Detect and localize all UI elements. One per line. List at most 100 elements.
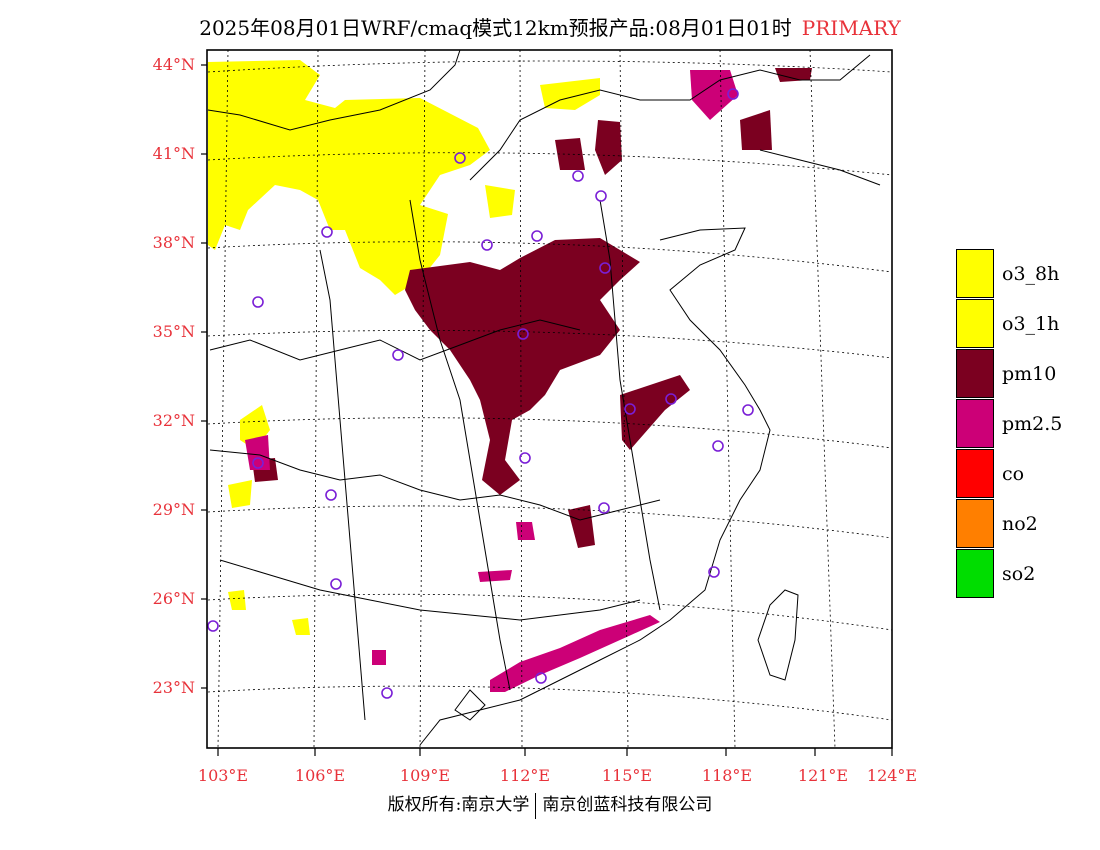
pm25-regions [245,70,738,692]
legend-swatch [956,249,994,298]
lat-23 [207,685,893,721]
legend-swatch [956,549,994,598]
legend-label: o3_1h [1002,313,1060,335]
lat-label: 41°N [152,144,195,163]
lon-label: 121°E [797,766,849,785]
copyright-right: 南京创蓝科技有限公司 [542,795,713,815]
city-marker [572,170,584,182]
lon-label: 118°E [701,766,753,785]
pm25-region-s4 [372,650,386,665]
legend-label: pm10 [1002,363,1057,385]
lon-121 [809,49,836,749]
city-marker [595,190,607,202]
primary-tag: PRIMARY [801,16,901,40]
lon-label: 103°E [197,766,249,785]
o3-region-south [292,618,310,635]
map-frame [206,49,893,749]
city-marker [624,403,636,415]
city-marker [321,226,333,238]
lat-26 [207,593,893,631]
lat-label: 44°N [152,55,195,74]
lon-112 [519,49,523,749]
legend-swatch [956,449,994,498]
axis-ticks [201,64,893,756]
city-marker [727,88,739,100]
city-marker [381,687,393,699]
pm25-region-west [245,435,270,470]
lat-label: 35°N [152,322,195,341]
border-ne [469,54,871,181]
map-title: 2025年08月01日WRF/cmaq模式12km预报产品:08月01日01时 P… [0,12,1100,41]
legend-label: so2 [1002,563,1036,585]
city-marker [742,404,754,416]
copyright: 版权所有:南京大学 南京创蓝科技有限公司 [0,790,1100,819]
o3-region-north [208,60,490,295]
city-marker [708,566,720,578]
border-korea [759,149,881,186]
city-marker [535,672,547,684]
city-marker [598,502,610,514]
province-line-3 [219,559,641,621]
city-marker [454,152,466,164]
pm25-region-ne [690,70,738,120]
city-marker [517,328,529,340]
o3-regions [208,60,600,635]
lon-106 [313,49,319,749]
border-north [207,49,461,131]
city-marker [325,489,337,501]
lat-label: 38°N [152,233,195,252]
lat-29 [207,505,893,539]
city-marker [665,393,677,405]
title-text: 2025年08月01日WRF/cmaq模式12km预报产品:08月01日01时 [199,16,792,40]
pm10-region-north [595,120,622,175]
o3-region-center [485,185,515,218]
city-marker [481,239,493,251]
province-line-6 [319,249,366,721]
o3-region-sw [228,480,252,508]
legend-label: co [1002,463,1025,485]
pm10-region-east [620,375,690,450]
city-marker [207,620,219,632]
pm25-region-s3 [516,522,535,540]
lon-109 [419,49,426,749]
pm10-region-n2 [555,138,585,170]
lat-label: 29°N [152,500,195,519]
legend-swatch [956,349,994,398]
lon-103 [217,49,229,749]
lon-label: 124°E [866,766,918,785]
pm25-region-south [490,615,660,692]
city-marker [531,230,543,242]
lat-label: 26°N [152,589,195,608]
lat-label: 23°N [152,678,195,697]
city-marker [599,262,611,274]
city-marker [330,578,342,590]
legend-label: pm2.5 [1002,413,1063,435]
lon-label: 112°E [499,766,551,785]
taiwan-outline [757,589,799,681]
pm10-region-se [568,505,595,548]
lon-label: 115°E [601,766,653,785]
lon-118 [719,49,736,749]
pm10-region-central [405,238,640,495]
province-line-4 [409,199,511,691]
lon-label: 106°E [294,766,346,785]
lat-label: 32°N [152,411,195,430]
city-marker [252,457,264,469]
graticule [207,49,893,749]
legend-swatch [956,499,994,548]
pm10-regions [252,68,812,548]
copyright-left: 版权所有:南京大学 [387,795,530,815]
legend-swatch [956,299,994,348]
lon-label: 109°E [399,766,451,785]
lat-32 [207,417,893,449]
city-markers [207,88,754,699]
o3-region-s2 [228,590,246,610]
legend-swatch [956,399,994,448]
city-marker [392,349,404,361]
copyright-separator [535,792,537,819]
pm25-region-s2 [478,570,512,582]
city-marker [519,452,531,464]
city-marker [712,440,724,452]
province-line-2 [209,449,661,521]
